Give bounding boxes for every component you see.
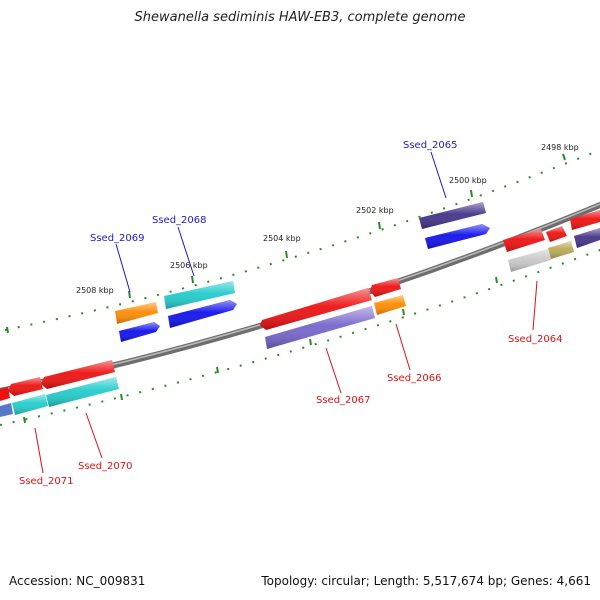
gene-label-ssed_2067[interactable]: Ssed_2067 [316, 395, 371, 406]
major-ticks [6, 153, 566, 424]
leader-ssed_2069 [115, 243, 131, 293]
leader-ssed_2068 [177, 226, 195, 277]
gene-label-ssed_2064[interactable]: Ssed_2064 [508, 334, 563, 345]
leader-ssed_2065 [430, 151, 447, 199]
gene-label-ssed_2070[interactable]: Ssed_2070 [78, 461, 133, 472]
accession-text: Accession: NC_009831 [9, 574, 146, 588]
leader-ssed_2070 [85, 412, 103, 459]
leader-lines-plus [115, 151, 447, 293]
gene-label-ssed_2068[interactable]: Ssed_2068 [152, 215, 207, 226]
tick-inner-3 [309, 338, 312, 346]
kbp-label-2502: 2502 kbp [356, 206, 394, 215]
map-title: Shewanella sediminis HAW-EB3, complete g… [134, 10, 466, 25]
gene-ssed_2068-feature[interactable] [164, 281, 237, 328]
tick-2498 [562, 153, 566, 161]
genome-backbone-highlight [0, 203, 600, 391]
gene-label-ssed_2065[interactable]: Ssed_2065 [403, 140, 458, 151]
tick-2500 [470, 189, 473, 198]
leader-lines-minus [34, 280, 538, 474]
gene-ssed_2065-feature[interactable] [419, 202, 490, 249]
tick-2504 [285, 250, 288, 259]
gene-ssed_2069-feature[interactable] [115, 302, 160, 342]
tick-inner-6 [23, 416, 26, 424]
gene-ssed_2064-feature[interactable] [508, 228, 600, 272]
kbp-label-2500: 2500 kbp [449, 176, 487, 185]
left-red-edge [0, 387, 10, 401]
gene-ssed_2070-feature[interactable] [41, 360, 119, 407]
right-plus-features[interactable] [503, 210, 600, 252]
kbp-label-2504: 2504 kbp [263, 234, 301, 243]
gene-label-ssed_2071[interactable]: Ssed_2071 [19, 476, 74, 487]
tick-2502 [378, 221, 381, 230]
tick-inner-2 [120, 393, 123, 401]
leader-ssed_2071 [34, 427, 44, 474]
leader-ssed_2066 [395, 323, 411, 371]
leader-ssed_2064 [532, 280, 538, 331]
tick-2506 [191, 275, 194, 284]
gene-ssed_2067-feature[interactable] [260, 288, 375, 349]
gene-ssed_2071-feature[interactable] [0, 377, 48, 417]
gene-label-ssed_2066[interactable]: Ssed_2066 [387, 373, 442, 384]
tick-outer-left [6, 326, 9, 334]
tick-inner-4 [402, 308, 405, 316]
kbp-label-2506: 2506 kbp [170, 261, 208, 270]
gene-ssed_2066-feature[interactable] [370, 278, 406, 315]
genome-summary-text: Topology: circular; Length: 5,517,674 bp… [261, 574, 591, 588]
tick-2508 [128, 290, 131, 299]
kbp-label-2498: 2498 kbp [541, 143, 579, 152]
kbp-label-2508: 2508 kbp [76, 286, 114, 295]
genome-backbone [0, 201, 600, 395]
gene-label-ssed_2069[interactable]: Ssed_2069 [90, 233, 145, 244]
leader-ssed_2067 [325, 347, 342, 394]
tick-inner-5 [495, 276, 498, 284]
left-blue-edge [0, 403, 13, 417]
tick-inner-1 [216, 366, 219, 374]
